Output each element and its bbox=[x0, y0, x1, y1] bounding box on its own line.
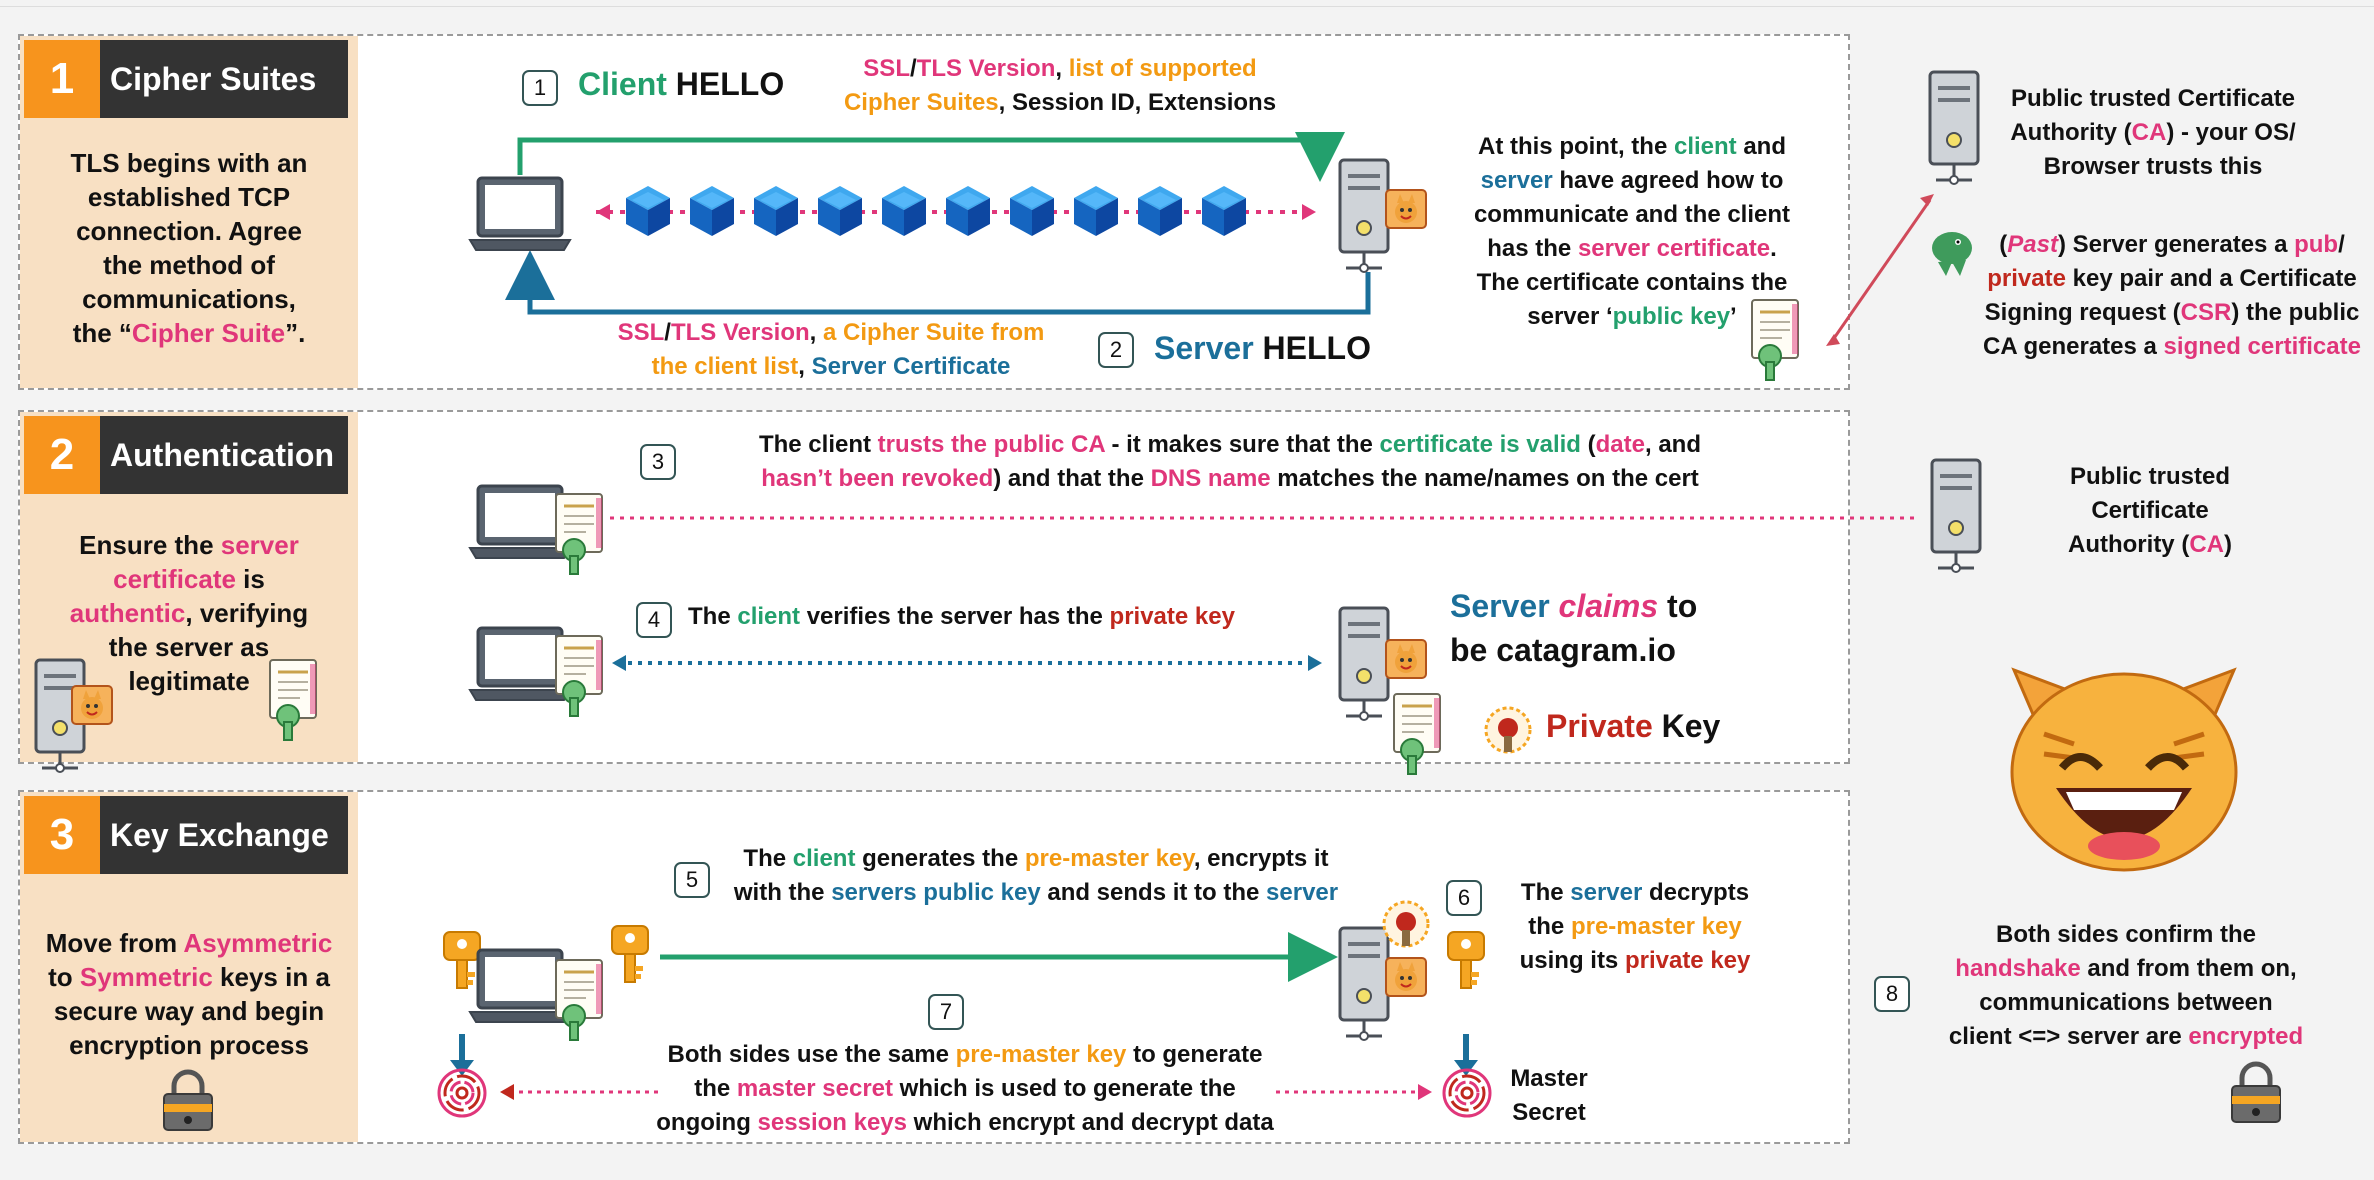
server-icon bbox=[1338, 606, 1390, 722]
private-key-label: Private Key bbox=[1546, 708, 1721, 744]
section-number: 1 bbox=[24, 40, 100, 118]
ca-description: Public trusted Certificate Authority (CA… bbox=[2068, 463, 2232, 558]
key-icon bbox=[611, 925, 649, 983]
agreement-note: At this point, the client and server hav… bbox=[1473, 133, 1791, 330]
client-hello-label: Client HELLO bbox=[578, 66, 785, 102]
server-hello-label: Server HELLO bbox=[1154, 330, 1371, 366]
server-cert-badge-icon bbox=[1385, 957, 1427, 997]
server-claims-label: Server claims to be catagram.io bbox=[1450, 588, 1698, 668]
certificate-icon bbox=[1392, 692, 1442, 776]
server-hello-contents: SSL/TLS Version, a Cipher Suite from the… bbox=[617, 319, 1045, 380]
verify-private-key-text: The client verifies the server has the p… bbox=[688, 603, 1235, 630]
handshake-confirm-text: Both sides confirm the handshake and fro… bbox=[1948, 921, 2304, 1050]
private-key-seal-icon bbox=[1382, 900, 1430, 948]
sidebar-cert-badge-icon bbox=[71, 685, 113, 725]
section-title: Cipher Suites bbox=[100, 40, 348, 118]
client-fingerprint-icon bbox=[437, 1068, 487, 1118]
step-3-badge: 3 bbox=[640, 444, 676, 480]
certificate-icon bbox=[554, 492, 604, 576]
step-6-badge: 6 bbox=[1446, 880, 1482, 916]
client-key-icon bbox=[443, 931, 481, 989]
server-icon bbox=[1338, 158, 1390, 274]
step-7-badge: 7 bbox=[928, 994, 964, 1030]
csr-description: (Past) Server generates a pub/ private k… bbox=[1983, 231, 2361, 360]
server-key-icon bbox=[1447, 931, 1485, 989]
top-border bbox=[0, 6, 2374, 7]
section-header: 3 Key Exchange bbox=[24, 796, 348, 874]
master-secret-text: Both sides use the same pre-master key t… bbox=[656, 1041, 1274, 1136]
sidebar-certificate-icon bbox=[268, 658, 318, 742]
step-5-badge: 5 bbox=[674, 862, 710, 898]
encrypted-lock-icon bbox=[2232, 1064, 2280, 1122]
dinosaur-icon bbox=[1932, 232, 1972, 276]
master-secret-label: Master Secret bbox=[1510, 1065, 1588, 1126]
step-8-badge: 8 bbox=[1874, 976, 1910, 1012]
server-decrypts-text: The server decrypts the pre-master key u… bbox=[1519, 879, 1751, 974]
client-laptop-icon bbox=[468, 176, 572, 252]
step-2-badge: 2 bbox=[1098, 332, 1134, 368]
client-hello-contents: SSL/TLS Version, list of supported Ciphe… bbox=[843, 55, 1277, 116]
client-hello-arrow bbox=[517, 132, 1345, 182]
section-number: 2 bbox=[24, 416, 100, 494]
section-description: TLS begins with an established TCP conne… bbox=[70, 148, 308, 348]
server-icon bbox=[1338, 926, 1390, 1042]
section-description: Ensure the server certificate is authent… bbox=[69, 530, 309, 696]
pre-master-key-text: The client generates the pre-master key,… bbox=[733, 845, 1339, 906]
server-fingerprint-icon bbox=[1442, 1068, 1492, 1118]
section-header: 1 Cipher Suites bbox=[24, 40, 348, 118]
server-hello-arrow bbox=[505, 250, 1371, 315]
step-4-badge: 4 bbox=[636, 602, 672, 638]
section-number: 3 bbox=[24, 796, 100, 874]
section-header: 2 Authentication bbox=[24, 416, 348, 494]
section-title: Key Exchange bbox=[100, 796, 348, 874]
section-key-exchange: 3 Key Exchange Move from Asymmetric to S… bbox=[18, 790, 1850, 1144]
trust-ca-text: The client trusts the public CA - it mak… bbox=[758, 431, 1702, 492]
section-title: Authentication bbox=[100, 416, 348, 494]
section-description: Move from Asymmetric to Symmetric keys i… bbox=[45, 928, 333, 1060]
ca-server-icon bbox=[1928, 70, 1980, 186]
cat-face-icon bbox=[2010, 667, 2238, 872]
ca-description: Public trusted Certificate Authority (CA… bbox=[2010, 85, 2296, 180]
sidebar-lock-icon bbox=[164, 1072, 212, 1130]
server-cert-badge-icon bbox=[1385, 639, 1427, 679]
private-key-seal-icon bbox=[1484, 706, 1532, 754]
ca-link-line bbox=[1828, 199, 1932, 345]
certificate-icon bbox=[554, 634, 604, 718]
server-cert-badge-icon bbox=[1385, 189, 1427, 229]
certificate-icon bbox=[554, 958, 604, 1042]
step-1-badge: 1 bbox=[522, 70, 558, 106]
section-cipher-suites: 1 Cipher Suites TLS begins with an estab… bbox=[18, 34, 1850, 390]
ca-server-icon bbox=[1930, 458, 1982, 574]
